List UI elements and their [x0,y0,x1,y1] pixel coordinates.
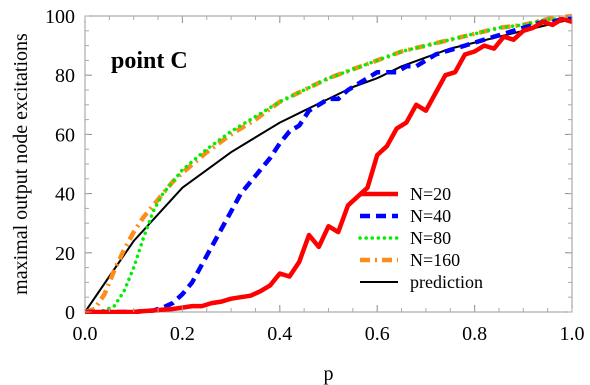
series-line-prediction [85,18,573,313]
y-axis-label: maximal output node excitations [10,33,32,295]
y-tick-label: 60 [55,124,75,146]
legend-label: N=40 [410,206,451,226]
series-line-n-40 [85,16,572,314]
x-tick-label: 0.6 [365,323,390,345]
legend-label: N=20 [410,184,451,204]
x-tick-labels: 0.0 0.2 0.4 0.6 0.8 1.0 [73,323,585,345]
tick-marks [84,15,573,313]
y-tick-label: 40 [55,184,75,206]
legend-label: N=80 [410,228,451,248]
y-tick-label: 80 [55,65,75,87]
y-tick-label: 100 [45,6,75,28]
legend-label: prediction [410,272,483,292]
x-axis-label: p [324,363,334,385]
chart-annotation: point C [111,48,188,74]
series-line-n-80 [85,17,574,314]
y-tick-label: 0 [65,302,75,324]
legend-label: N=160 [410,250,460,270]
x-tick-label: 0.0 [73,323,98,345]
x-tick-label: 0.2 [170,323,195,345]
x-tick-label: 0.8 [462,323,487,345]
x-tick-label: 0.4 [267,323,292,345]
y-tick-labels: 0 20 40 60 80 100 [45,6,75,324]
x-tick-label: 1.0 [560,323,585,345]
y-tick-label: 20 [55,243,75,265]
series-line-n-20 [85,16,573,314]
series-layer [85,13,574,314]
